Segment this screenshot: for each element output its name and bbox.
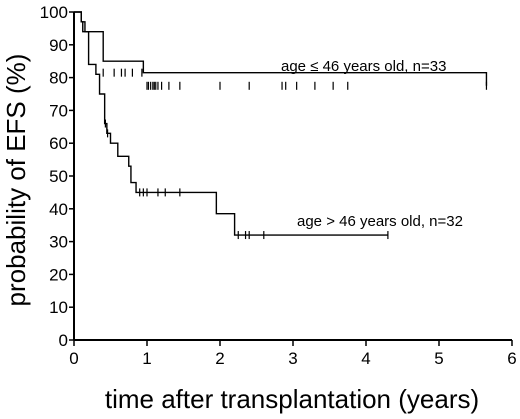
y-tick-label: 70 xyxy=(49,101,68,120)
x-tick-label: 1 xyxy=(142,349,151,368)
x-axis-ticks: 0 1 2 3 4 5 6 xyxy=(69,340,517,368)
plot-area: 0 10 20 30 40 50 60 70 80 90 100 0 1 2 3 4 5 6 xyxy=(40,3,517,368)
y-tick-label: 60 xyxy=(49,134,68,153)
y-tick-label: 100 xyxy=(40,3,68,22)
x-tick-label: 6 xyxy=(507,349,516,368)
y-tick-label: 50 xyxy=(49,167,68,186)
y-axis-ticks: 0 10 20 30 40 50 60 70 80 90 100 xyxy=(40,3,74,350)
series-layer xyxy=(74,11,488,240)
x-axis-title: time after transplantation (years) xyxy=(105,384,479,414)
y-tick-label: 10 xyxy=(49,298,68,317)
y-axis-title: probability of EFS (%) xyxy=(1,54,31,307)
x-tick-label: 2 xyxy=(215,349,224,368)
y-tick-label: 20 xyxy=(49,265,68,284)
y-tick-label: 40 xyxy=(49,200,68,219)
x-tick-label: 0 xyxy=(69,349,78,368)
series-label-young: age ≤ 46 years old, n=33 xyxy=(281,58,446,75)
y-tick-label: 30 xyxy=(49,233,68,252)
x-tick-label: 4 xyxy=(361,349,370,368)
series-line-1 xyxy=(74,11,388,236)
x-tick-label: 5 xyxy=(434,349,443,368)
x-tick-label: 3 xyxy=(288,349,297,368)
series-label-old: age > 46 years old, n=32 xyxy=(297,213,463,230)
y-tick-label: 90 xyxy=(49,36,68,55)
y-tick-label: 0 xyxy=(59,331,68,350)
y-tick-label: 80 xyxy=(49,69,68,88)
